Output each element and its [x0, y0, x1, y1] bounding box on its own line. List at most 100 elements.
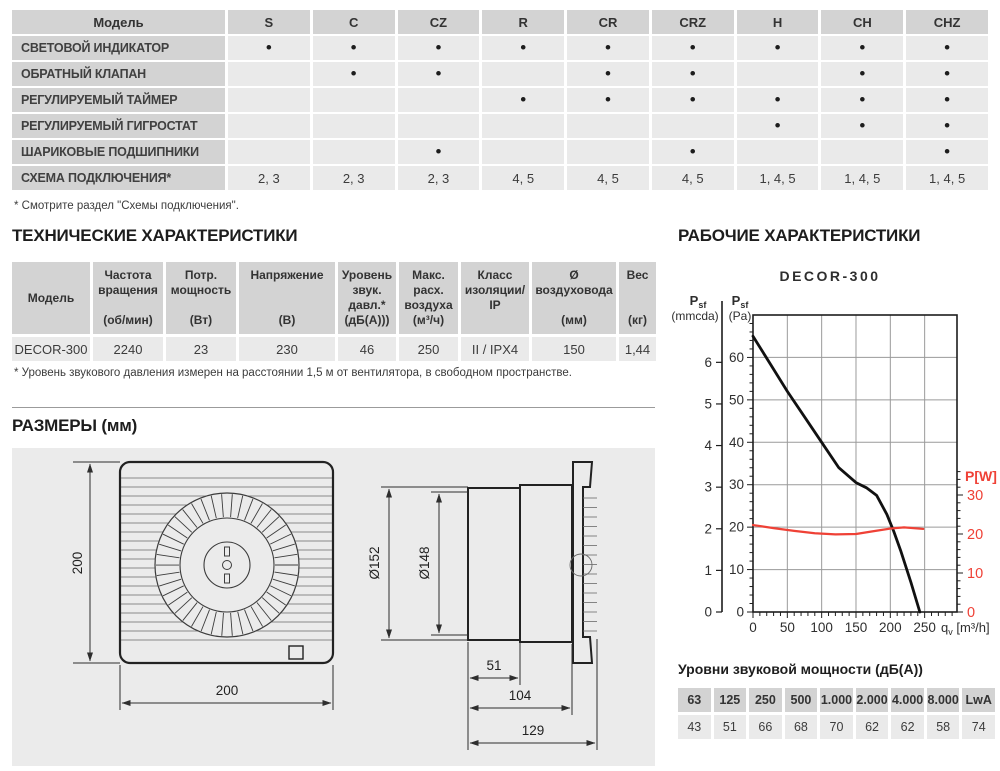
tech-column-header: Класс изоляции/ IP [461, 262, 529, 334]
feature-row-label: СВЕТОВОЙ ИНДИКАТОР [12, 36, 225, 60]
dimensions-drawing: 200 200 Ø152 Ø148 51 1 [12, 448, 655, 766]
tech-value-cell: 150 [532, 337, 616, 361]
wiring-scheme-cell: 1, 4, 5 [821, 166, 903, 190]
features-footnote: * Смотрите раздел "Схемы подключения". [14, 200, 239, 212]
wiring-scheme-cell: 1, 4, 5 [737, 166, 819, 190]
feature-empty-cell [313, 114, 395, 138]
feature-row-label: ШАРИКОВЫЕ ПОДШИПНИКИ [12, 140, 225, 164]
svg-text:200: 200 [879, 620, 902, 635]
feature-bullet-cell: • [652, 140, 734, 164]
feature-bullet-cell: • [906, 36, 988, 60]
sound-level-cell: 66 [749, 715, 782, 739]
feature-empty-cell [482, 140, 564, 164]
svg-text:1: 1 [704, 563, 712, 578]
svg-text:10: 10 [729, 562, 744, 577]
svg-text:30: 30 [967, 488, 983, 504]
feature-bullet-cell: • [821, 62, 903, 86]
feature-empty-cell [228, 114, 310, 138]
feature-bullet-cell: • [398, 36, 480, 60]
sound-freq-header: LwA [962, 688, 995, 712]
feature-bullet-cell: • [821, 36, 903, 60]
svg-text:50: 50 [780, 620, 795, 635]
feature-row-label: ОБРАТНЫЙ КЛАПАН [12, 62, 225, 86]
dim-label-duct-outer: Ø152 [367, 546, 382, 579]
feature-empty-cell [567, 114, 649, 138]
feature-bullet-cell: • [228, 36, 310, 60]
svg-text:20: 20 [967, 527, 983, 543]
sound-level-cell: 51 [714, 715, 747, 739]
sound-freq-header: 63 [678, 688, 711, 712]
tech-value-cell: 1,44 [619, 337, 656, 361]
sound-level-cell: 43 [678, 715, 711, 739]
feature-empty-cell [482, 114, 564, 138]
feature-bullet-cell: • [652, 62, 734, 86]
front-view-drawing [120, 462, 333, 663]
svg-text:5: 5 [704, 396, 712, 411]
feature-row-label: РЕГУЛИРУЕМЫЙ ГИГРОСТАТ [12, 114, 225, 138]
sound-table-title: Уровни звуковой мощности (дБ(А)) [678, 661, 1000, 677]
sound-level-cell: 62 [891, 715, 924, 739]
tech-column-header: Потр. мощность(Вт) [166, 262, 236, 334]
side-view-drawing [468, 462, 597, 663]
svg-text:0: 0 [704, 605, 712, 620]
feature-bullet-cell: • [398, 140, 480, 164]
feature-bullet-cell: • [906, 62, 988, 86]
model-variant-header: CZ [398, 10, 480, 34]
dimensions-panel: 200 200 Ø152 Ø148 51 1 [12, 448, 655, 766]
feature-bullet-cell: • [482, 36, 564, 60]
sound-freq-header: 8.000 [927, 688, 960, 712]
model-column-header: Модель [12, 10, 225, 34]
svg-text:60: 60 [729, 350, 744, 365]
feature-empty-cell [398, 114, 480, 138]
tech-value-cell: 230 [239, 337, 335, 361]
svg-text:3: 3 [704, 480, 712, 495]
feature-empty-cell [228, 88, 310, 112]
feature-bullet-cell: • [313, 62, 395, 86]
tech-value-cell: II / IPX4 [461, 337, 529, 361]
wiring-scheme-cell: 2, 3 [313, 166, 395, 190]
dim-label-front-width: 200 [216, 683, 239, 698]
dim-label-front-height: 200 [70, 552, 85, 575]
sound-level-cell: 58 [927, 715, 960, 739]
tech-column-header: Частота вращения(об/мин) [93, 262, 163, 334]
feature-empty-cell [228, 140, 310, 164]
tech-column-header: Макс. расх. воздуха(м³/ч) [399, 262, 458, 334]
curve-pressure [753, 336, 920, 612]
sound-level-cell: 62 [856, 715, 889, 739]
sound-freq-header: 4.000 [891, 688, 924, 712]
feature-row-label: СХЕМА ПОДКЛЮЧЕНИЯ* [12, 166, 225, 190]
wiring-scheme-cell: 2, 3 [228, 166, 310, 190]
feature-row-label: РЕГУЛИРУЕМЫЙ ТАЙМЕР [12, 88, 225, 112]
svg-text:P[W]: P[W] [965, 468, 997, 484]
svg-text:6: 6 [704, 355, 712, 370]
feature-bullet-cell: • [906, 140, 988, 164]
wiring-scheme-cell: 1, 4, 5 [906, 166, 988, 190]
svg-text:20: 20 [729, 520, 744, 535]
sound-level-cell: 68 [785, 715, 818, 739]
svg-text:(mmcda): (mmcda) [671, 309, 718, 323]
tech-value-cell: DECOR-300 [12, 337, 90, 361]
feature-bullet-cell: • [906, 114, 988, 138]
tech-footnote: * Уровень звукового давления измерен на … [14, 367, 644, 379]
feature-empty-cell [228, 62, 310, 86]
feature-bullet-cell: • [398, 62, 480, 86]
section-divider [12, 407, 655, 408]
sound-freq-header: 500 [785, 688, 818, 712]
tech-value-cell: 23 [166, 337, 236, 361]
sound-freq-header: 1.000 [820, 688, 853, 712]
side-panel-outline [573, 462, 592, 663]
feature-bullet-cell: • [567, 88, 649, 112]
svg-text:50: 50 [729, 392, 744, 407]
feature-bullet-cell: • [906, 88, 988, 112]
tech-value-cell: 2240 [93, 337, 163, 361]
side-grille [583, 498, 597, 631]
tech-value-cell: 46 [338, 337, 396, 361]
feature-empty-cell [482, 62, 564, 86]
feature-bullet-cell: • [652, 88, 734, 112]
performance-section-title: РАБОЧИЕ ХАРАКТЕРИСТИКИ [678, 226, 920, 246]
feature-empty-cell [567, 140, 649, 164]
